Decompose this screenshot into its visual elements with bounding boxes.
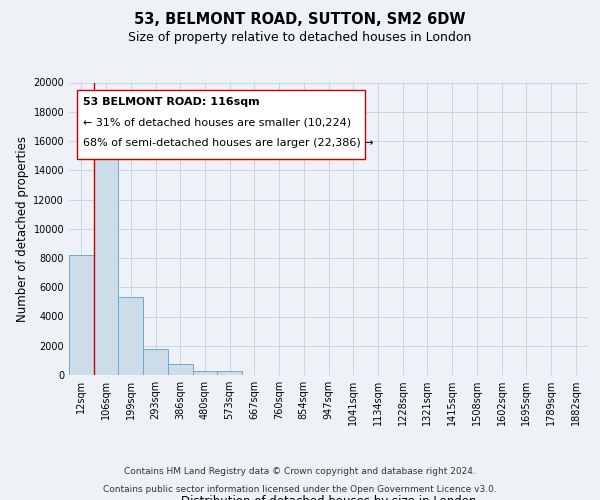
Text: 53, BELMONT ROAD, SUTTON, SM2 6DW: 53, BELMONT ROAD, SUTTON, SM2 6DW (134, 12, 466, 28)
Text: 68% of semi-detached houses are larger (22,386) →: 68% of semi-detached houses are larger (… (83, 138, 374, 148)
Bar (168, 364, 193, 375)
Text: ← 31% of detached houses are smaller (10,224): ← 31% of detached houses are smaller (10… (83, 118, 351, 128)
Bar (69, 255, 94, 375)
Bar (193, 370, 217, 375)
X-axis label: Distribution of detached houses by size in London: Distribution of detached houses by size … (181, 495, 476, 500)
Text: 53 BELMONT ROAD: 116sqm: 53 BELMONT ROAD: 116sqm (83, 97, 260, 107)
Bar (217, 371, 242, 375)
Bar (118, 298, 143, 375)
Bar (143, 350, 168, 375)
Text: Contains public sector information licensed under the Open Government Licence v3: Contains public sector information licen… (103, 485, 497, 494)
Y-axis label: Number of detached properties: Number of detached properties (16, 136, 29, 322)
Bar (94, 134, 118, 375)
Text: Size of property relative to detached houses in London: Size of property relative to detached ho… (128, 31, 472, 44)
Text: Contains HM Land Registry data © Crown copyright and database right 2024.: Contains HM Land Registry data © Crown c… (124, 467, 476, 476)
FancyBboxPatch shape (77, 90, 365, 158)
